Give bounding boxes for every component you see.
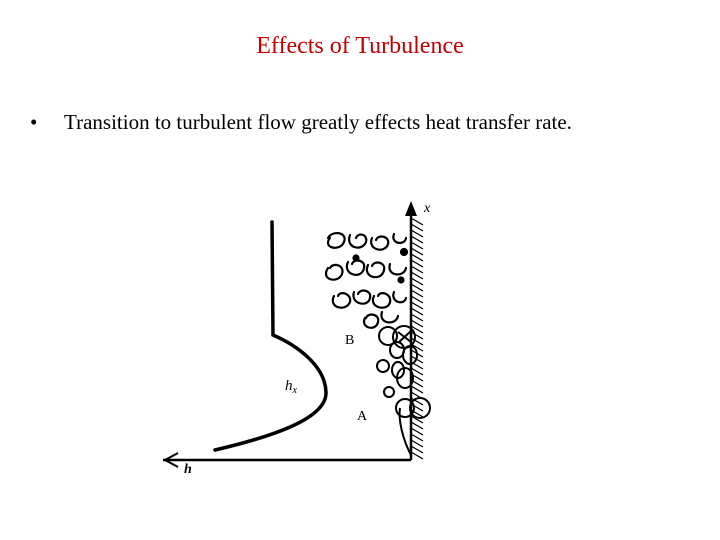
transition-point-a	[395, 397, 431, 419]
wall-hatching	[410, 217, 424, 460]
heat-transfer-diagram: x h hx A B	[162, 201, 431, 477]
wall	[409, 212, 424, 460]
point-a-label: A	[357, 409, 368, 424]
hx-curve	[213, 220, 328, 452]
x-axis-label: x	[423, 201, 431, 216]
hx-curve-label: hx	[285, 378, 298, 396]
transition-point-b	[378, 325, 416, 349]
slide-title: Effects of Turbulence	[256, 33, 464, 59]
bullet-item: • Transition to turbulent flow greatly ef…	[30, 110, 572, 135]
point-b-label: B	[345, 333, 354, 348]
h-axis-label: h	[184, 462, 192, 477]
x-axis-arrowhead	[405, 201, 417, 216]
laminar-boundary-layer	[398, 407, 412, 456]
turbulent-eddies	[325, 232, 409, 329]
bullet-dot: •	[30, 110, 38, 134]
bullet-text: Transition to turbulent flow greatly eff…	[64, 110, 572, 134]
h-axis-arrowhead	[162, 452, 179, 468]
